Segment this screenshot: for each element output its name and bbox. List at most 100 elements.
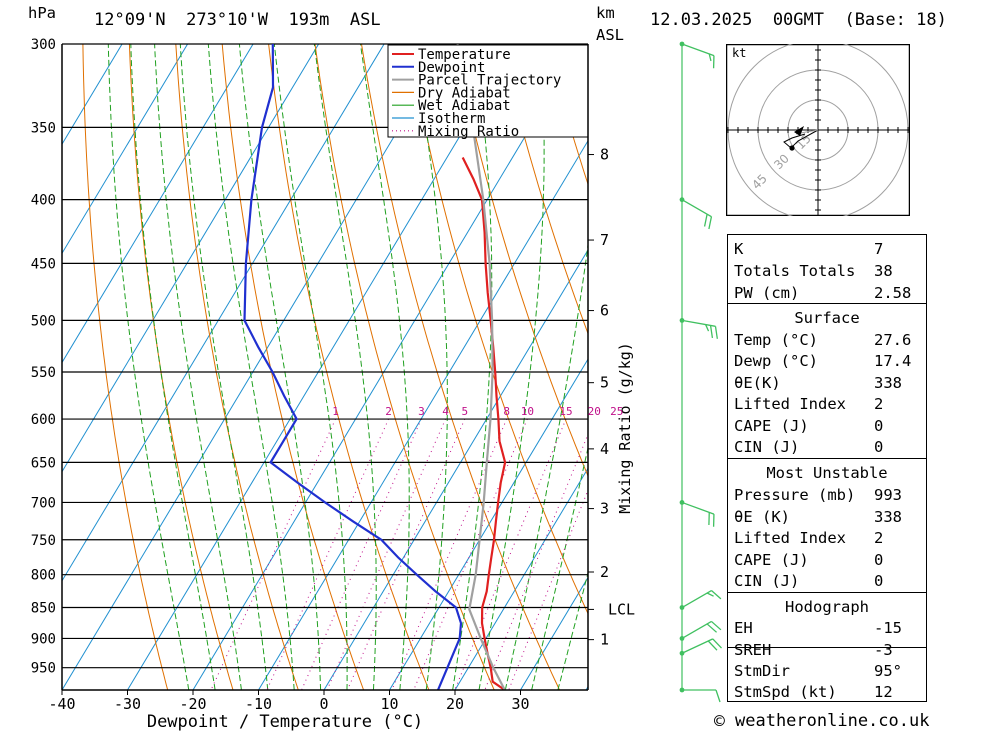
wind-barb-shaft: [681, 319, 716, 327]
km-tick-label: 6: [600, 302, 609, 320]
wind-barb-flag: [706, 623, 718, 633]
hodograph-table-title: Hodograph: [785, 598, 869, 616]
index-row-pw: PW (cm) 2.58: [734, 284, 912, 302]
mu-row-pressure: Pressure (mb) 993: [734, 486, 902, 504]
km-tick-label: 7: [600, 231, 609, 249]
x-tick-label: 20: [446, 695, 464, 713]
x-tick-label: -20: [179, 695, 206, 713]
legend-entry: Mixing Ratio: [418, 124, 519, 140]
wind-barb-shaft: [681, 638, 714, 654]
site-credit: weatheronline.co.uk: [735, 711, 930, 731]
storm-motion-icon: [794, 126, 804, 136]
surface-title: Surface: [794, 309, 860, 327]
wind-barb-flag: [708, 216, 713, 230]
mixing-ratio-axis-label: Mixing Ratio (g/kg): [616, 342, 634, 514]
wind-profile: [679, 41, 722, 703]
pressure-tick-label: 900: [31, 631, 56, 647]
surface-row-cape: CAPE (J) 0: [734, 417, 884, 435]
isotherm-line: [62, 44, 320, 473]
mixing-ratio-label: 20: [588, 405, 601, 418]
mu-row-cin: CIN (J) 0: [734, 572, 884, 590]
km-tick-label: 1: [600, 631, 609, 649]
wind-barb-flag: [714, 326, 718, 339]
isotherm-line: [258, 139, 588, 690]
dry-adiabat-line: [361, 44, 560, 690]
pressure-unit-label: hPa: [28, 4, 56, 22]
pressure-tick-label: 600: [31, 412, 56, 428]
x-tick-label: 0: [319, 695, 328, 713]
wet-adiabat-line: [107, 44, 190, 690]
dry-adiabat-line: [407, 44, 588, 615]
pressure-tick-label: 550: [31, 365, 56, 381]
legend-entry: Temperature: [418, 47, 511, 63]
dry-adiabat-line: [221, 44, 365, 690]
hodograph-unit: kt: [732, 46, 746, 60]
wet-adiabat-line: [359, 44, 410, 690]
dry-adiabat-line: [314, 44, 495, 690]
legend-box: [387, 44, 589, 138]
dry-adiabat-line: [640, 44, 660, 690]
wet-adiabat-line: [154, 44, 242, 690]
isotherm-line: [62, 44, 189, 255]
index-row-totals-totals: Totals Totals 38: [734, 262, 893, 280]
mixing-ratio-line: [346, 418, 466, 690]
wet-adiabat-line: [179, 44, 269, 690]
mixing-ratio-label: 10: [521, 405, 534, 418]
wind-barb-flag: [711, 590, 722, 600]
pressure-tick-label: 400: [31, 193, 56, 209]
temperature-curve: [461, 157, 507, 690]
surface-row-lifted-index: Lifted Index 2: [734, 395, 884, 413]
pressure-tick-label: 950: [31, 661, 56, 677]
most-unstable-title: Most Unstable: [766, 464, 888, 482]
parcel-trajectory-curve: [456, 44, 506, 690]
mixing-ratio-label: 1: [332, 405, 339, 418]
mu-row-cape: CAPE (J) 0: [734, 551, 884, 569]
x-tick-label: -10: [245, 695, 272, 713]
mixing-ratio-label: 3: [418, 405, 425, 418]
wind-barb-flag: [703, 214, 708, 227]
dry-adiabat-line: [268, 44, 430, 690]
pressure-tick-label: 300: [31, 37, 56, 53]
x-axis-label: Dewpoint / Temperature (°C): [147, 712, 423, 732]
dry-adiabat-line: [175, 44, 299, 690]
mixing-ratio-line: [484, 433, 588, 690]
wind-barb-flag: [705, 324, 710, 332]
wind-barb-flag: [708, 53, 712, 62]
wind-barb-shaft: [681, 501, 715, 515]
wind-barb-flag: [715, 689, 721, 703]
legend-entry: Isotherm: [418, 111, 485, 127]
km-tick-label: 5: [600, 374, 609, 392]
wind-barb-flag: [709, 325, 714, 339]
x-tick-label: -40: [48, 695, 75, 713]
pressure-tick-label: 700: [31, 495, 56, 511]
mixing-ratio-label: 4: [442, 405, 449, 418]
dry-adiabat-line: [546, 44, 588, 186]
wet-adiabat-line: [130, 44, 216, 690]
pressure-tick-label: 750: [31, 533, 56, 549]
mixing-ratio-line: [391, 418, 508, 690]
mixing-ratio-line: [454, 418, 567, 690]
surface-row-temp: Temp (°C) 27.6: [734, 331, 912, 349]
dry-adiabat-line: [500, 44, 588, 335]
isotherm-line: [520, 576, 588, 690]
isotherm-line: [62, 44, 123, 146]
pressure-tick-label: 800: [31, 568, 56, 584]
km-tick-label: LCL: [608, 600, 635, 618]
wind-barb-flag: [712, 638, 722, 649]
indices-panel-tail: SREH -3 StmDir 95° StmSpd (kt) 12: [727, 641, 927, 702]
dry-adiabat-line: [82, 44, 169, 690]
mu-row-theta-e: θE (K) 338: [734, 508, 902, 526]
hodograph-trace: [783, 129, 819, 149]
legend-entry: Dewpoint: [418, 60, 485, 76]
isotherm-line: [62, 44, 451, 690]
surface-row-cin: CIN (J) 0: [734, 438, 884, 456]
dry-adiabat-line: [453, 44, 588, 478]
mu-row-lifted-index: Lifted Index 2: [734, 529, 884, 547]
wind-barb-shaft: [681, 620, 712, 639]
pressure-tick-label: 350: [31, 120, 56, 136]
isotherm-line: [62, 44, 385, 582]
hodo-row-sreh: SREH -3: [734, 641, 893, 659]
km-label: km: [596, 4, 615, 22]
isotherm-line: [389, 358, 588, 690]
